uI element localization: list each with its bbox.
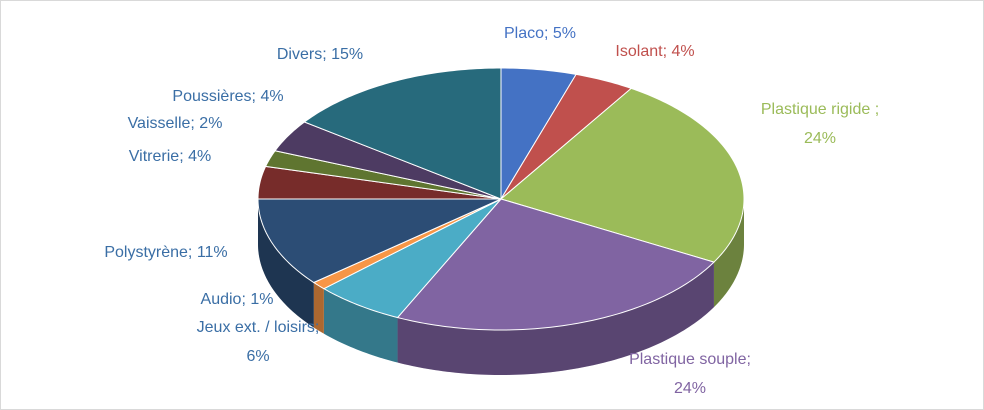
data-label: Isolant; 4% bbox=[615, 43, 694, 60]
slice-side bbox=[313, 282, 324, 334]
data-label: Jeux ext. / loisirs; bbox=[197, 319, 320, 336]
side-shade bbox=[258, 199, 314, 328]
slice-side bbox=[397, 262, 714, 375]
side-shade bbox=[323, 288, 398, 363]
slice bbox=[274, 121, 502, 200]
slice-side bbox=[258, 199, 314, 328]
data-label: 24% bbox=[674, 380, 706, 397]
data-label: 6% bbox=[246, 348, 269, 365]
data-label: Poussières; 4% bbox=[172, 88, 283, 105]
slice-side bbox=[323, 288, 398, 363]
side-shade bbox=[397, 262, 714, 375]
slice bbox=[500, 67, 577, 201]
data-label: 24% bbox=[804, 130, 836, 147]
data-label: Polystyrène; 11% bbox=[104, 244, 227, 261]
side-shade bbox=[313, 282, 324, 334]
data-label: Vitrerie; 4% bbox=[129, 148, 211, 165]
slice-side bbox=[713, 199, 744, 308]
slice bbox=[303, 67, 502, 200]
data-label: Plastique rigide ; bbox=[761, 101, 879, 118]
slice bbox=[499, 87, 745, 263]
slice bbox=[322, 198, 502, 319]
data-label: Placo; 5% bbox=[504, 25, 576, 42]
slice bbox=[257, 198, 502, 284]
slice bbox=[500, 73, 633, 200]
data-label: Audio; 1% bbox=[201, 291, 274, 308]
data-label: Plastique souple; bbox=[629, 351, 751, 368]
data-label: Vaisselle; 2% bbox=[128, 115, 223, 132]
data-label: Divers; 15% bbox=[277, 46, 363, 63]
side-shade bbox=[713, 199, 744, 308]
slice bbox=[396, 198, 715, 331]
